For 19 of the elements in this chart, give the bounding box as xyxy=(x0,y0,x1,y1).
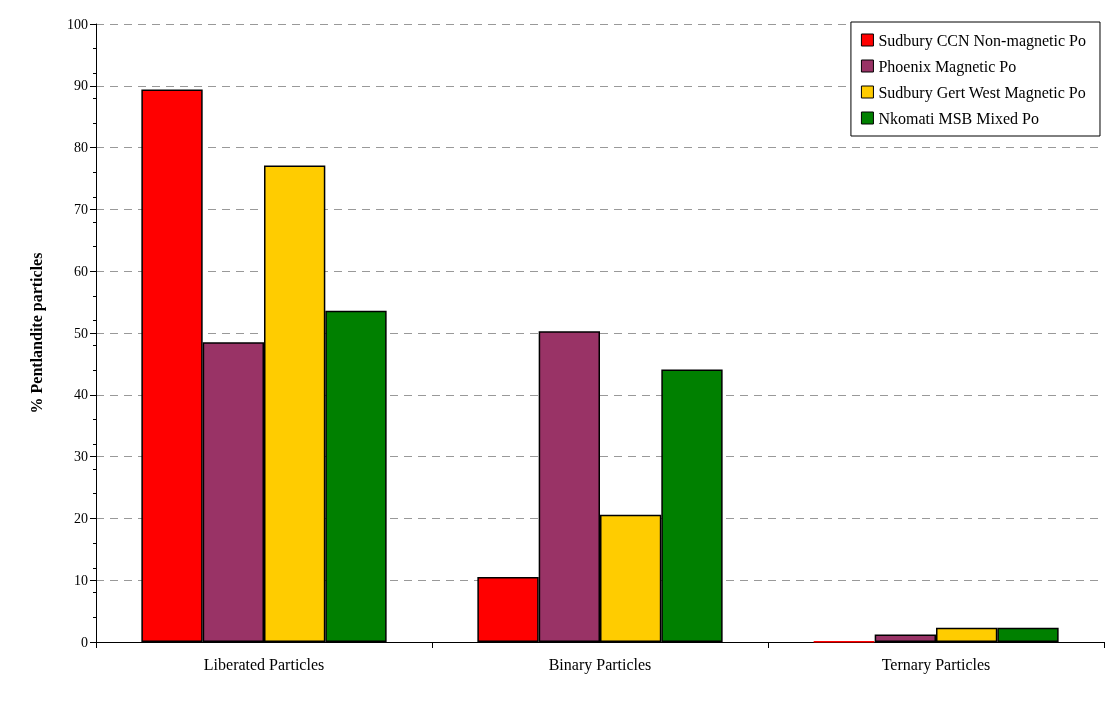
y-tick-label: 30 xyxy=(74,449,88,465)
y-tick-label: 10 xyxy=(74,572,88,588)
y-tick-label: 100 xyxy=(67,16,88,32)
y-tick-label: 60 xyxy=(74,263,88,279)
x-tick-label: Binary Particles xyxy=(548,655,652,674)
y-tick-label: 0 xyxy=(81,634,88,650)
legend-label: Sudbury CCN Non-magnetic Po xyxy=(878,31,1086,50)
y-tick-label: 50 xyxy=(74,325,88,341)
y-axis-title: % Pentlandite particles xyxy=(27,252,46,414)
y-tick-label: 70 xyxy=(74,201,88,217)
x-tick-label: Ternary Particles xyxy=(881,655,991,674)
legend-label: Phoenix Magnetic Po xyxy=(878,57,1017,76)
y-tick-label: 20 xyxy=(74,510,88,526)
y-tick-label: 90 xyxy=(74,78,88,94)
y-tick-label: 40 xyxy=(74,387,88,403)
y-tick-label: 80 xyxy=(74,140,88,156)
legend-label: Nkomati MSB Mixed Po xyxy=(878,109,1039,127)
legend-label: Sudbury Gert West Magnetic Po xyxy=(878,83,1086,102)
x-tick-label: Liberated Particles xyxy=(203,655,325,673)
